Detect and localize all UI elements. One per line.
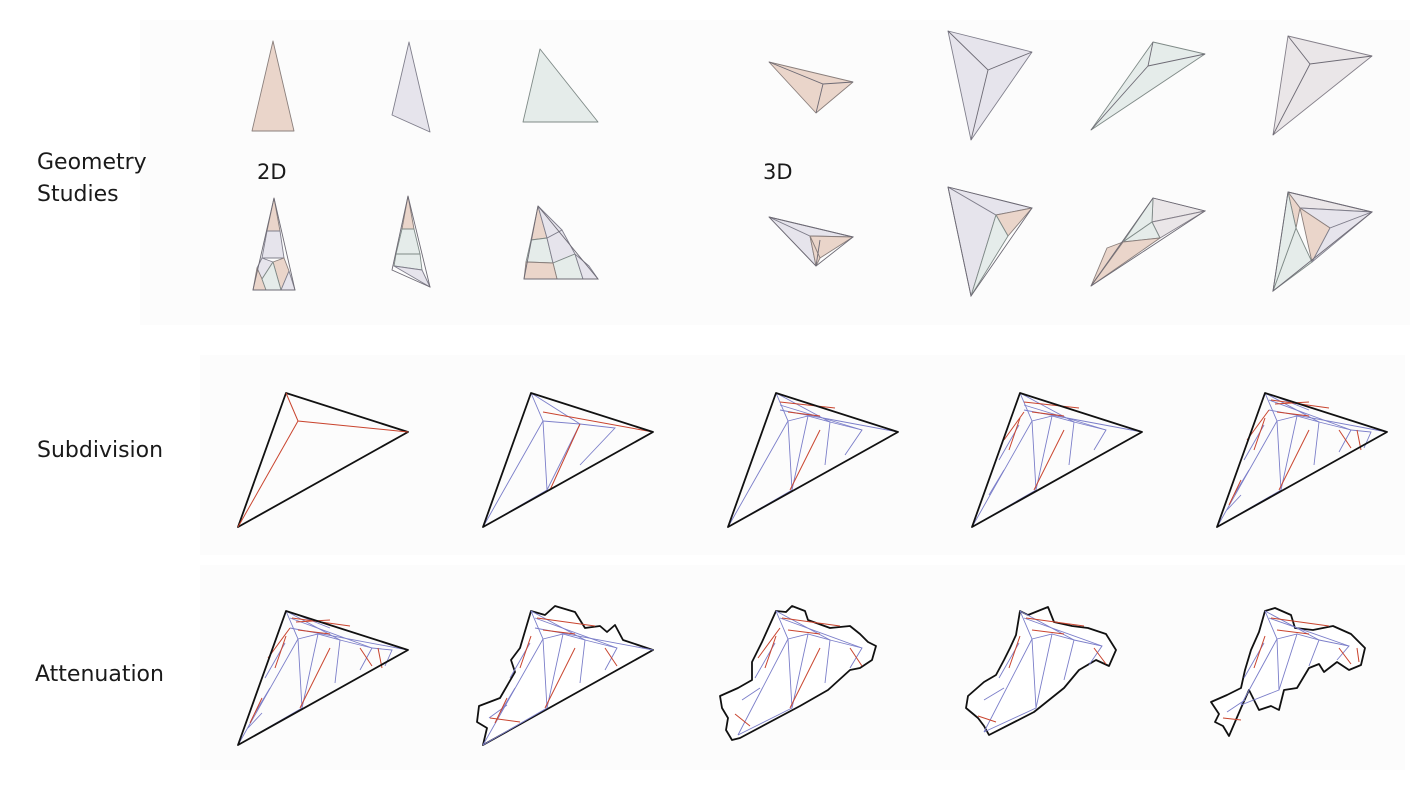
3d-subdiv-4 bbox=[1272, 191, 1374, 293]
attenuation-5 bbox=[1210, 607, 1366, 737]
3d-tetra-4 bbox=[1272, 35, 1373, 136]
3d-tetra-3 bbox=[1090, 41, 1206, 131]
2d-triangle-isosceles bbox=[251, 40, 295, 132]
geometry-2d-group bbox=[251, 40, 599, 291]
2d-tiled-isosceles bbox=[252, 197, 296, 291]
subdivision-4 bbox=[971, 392, 1143, 528]
geometry-label-line2: Studies bbox=[37, 182, 119, 207]
geometry-label-line1: Geometry bbox=[37, 150, 147, 175]
geometry-panel-bg bbox=[140, 20, 1410, 325]
subdivision-1 bbox=[237, 392, 409, 528]
2d-triangle-right bbox=[522, 48, 599, 123]
geometry-3d-group bbox=[768, 30, 1374, 298]
subdivision-3 bbox=[727, 392, 899, 528]
2d-tiled-narrow bbox=[391, 195, 431, 288]
3d-subdiv-2 bbox=[947, 186, 1033, 298]
2d-triangle-narrow bbox=[391, 41, 431, 133]
subdivision-panel-bg bbox=[200, 355, 1405, 555]
label-2d: 2D bbox=[257, 160, 287, 184]
3d-subdiv-3 bbox=[1090, 197, 1207, 287]
2d-tiled-right bbox=[523, 205, 599, 280]
label-3d: 3D bbox=[763, 160, 793, 184]
attenuation-3 bbox=[719, 605, 877, 741]
subdivision-2 bbox=[482, 392, 654, 528]
subdivision-label: Subdivision bbox=[37, 438, 164, 463]
3d-tetra-2 bbox=[947, 30, 1033, 141]
attenuation-2 bbox=[476, 605, 654, 746]
subdivision-5 bbox=[1216, 392, 1388, 528]
attenuation-4 bbox=[965, 606, 1117, 736]
attenuation-label: Attenuation bbox=[35, 662, 164, 687]
geometry-studies-label: Geometry Studies bbox=[37, 147, 147, 211]
3d-subdiv-1 bbox=[768, 216, 855, 267]
attenuation-1 bbox=[237, 610, 409, 746]
3d-tetra-1 bbox=[768, 61, 854, 114]
